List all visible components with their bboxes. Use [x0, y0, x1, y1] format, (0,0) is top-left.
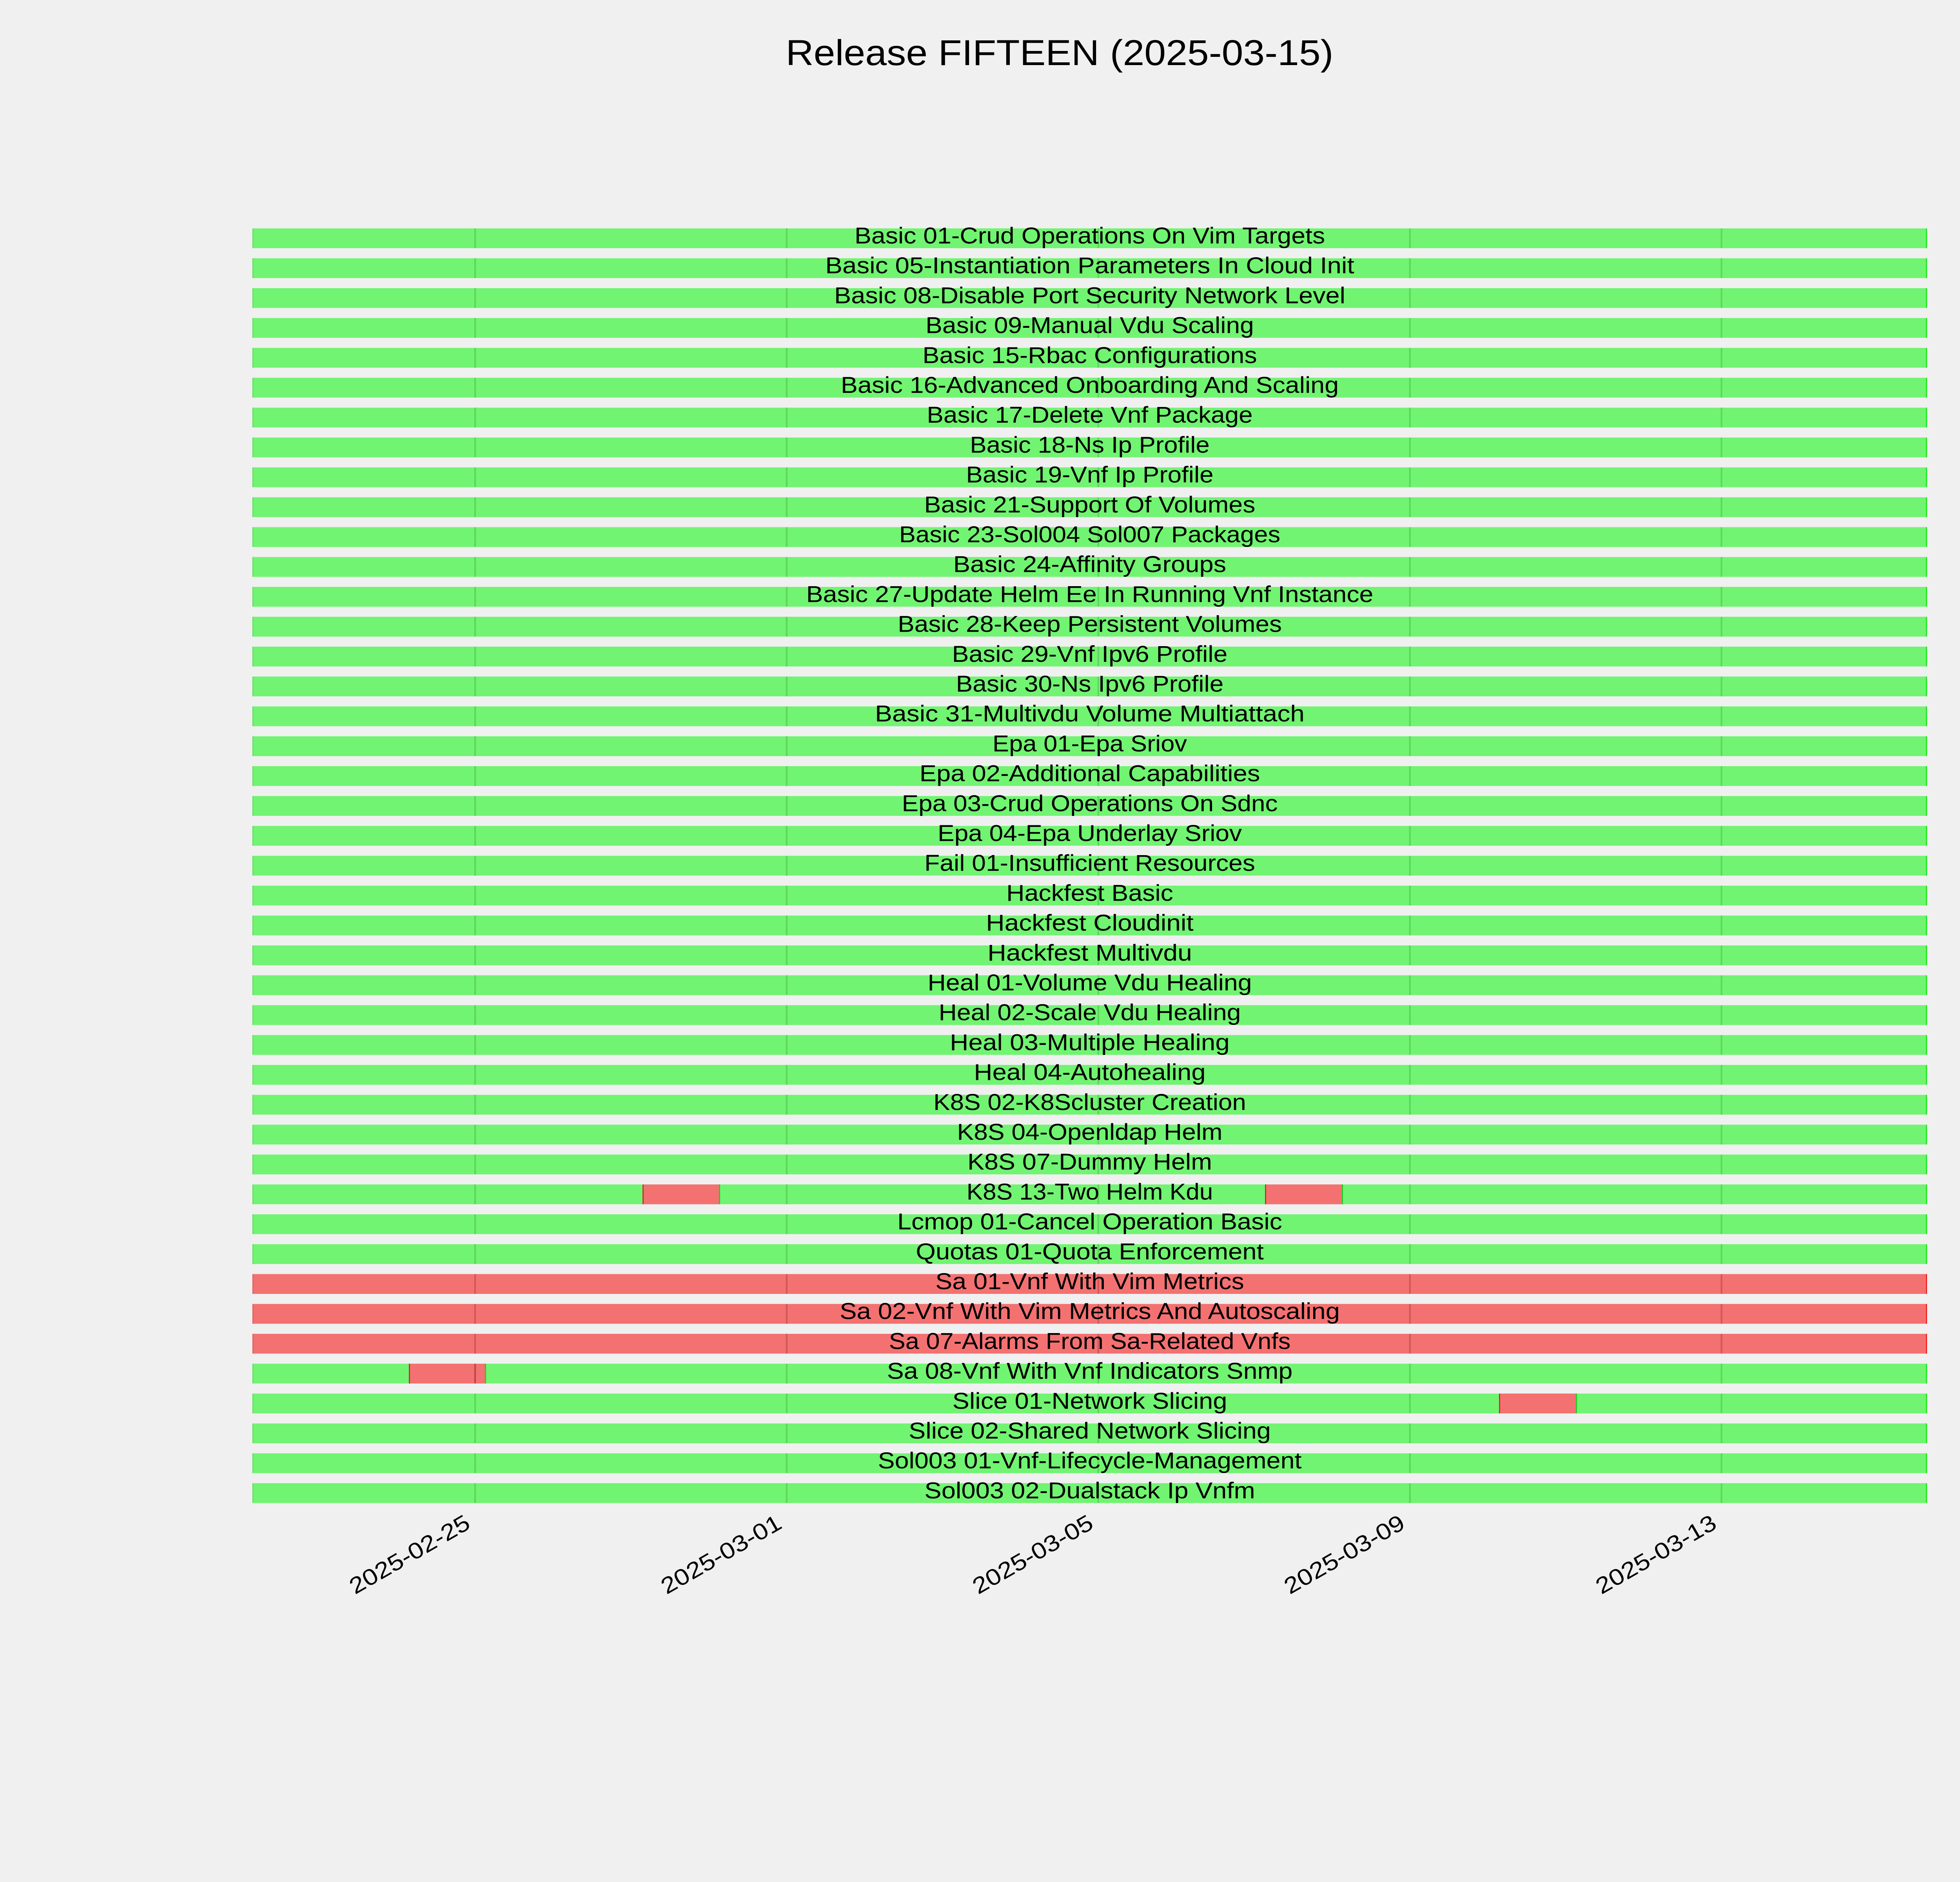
svg-text:Hackfest Multivdu: Hackfest Multivdu	[987, 940, 1192, 966]
svg-text:Quotas 01-Quota Enforcement: Quotas 01-Quota Enforcement	[916, 1239, 1264, 1264]
svg-text:Sa 01-Vnf With Vim Metrics: Sa 01-Vnf With Vim Metrics	[935, 1269, 1244, 1294]
svg-text:K8S 13-Two Helm Kdu: K8S 13-Two Helm Kdu	[967, 1179, 1213, 1204]
svg-text:Basic 08-Disable Port Security: Basic 08-Disable Port Security Network L…	[834, 283, 1345, 308]
svg-text:Basic 09-Manual Vdu Scaling: Basic 09-Manual Vdu Scaling	[926, 313, 1254, 338]
svg-text:K8S 04-Openldap Helm: K8S 04-Openldap Helm	[957, 1119, 1222, 1145]
svg-text:Heal 01-Volume Vdu Healing: Heal 01-Volume Vdu Healing	[927, 970, 1252, 995]
svg-text:Epa 03-Crud Operations On Sdnc: Epa 03-Crud Operations On Sdnc	[902, 791, 1278, 816]
svg-text:Basic 15-Rbac Configurations: Basic 15-Rbac Configurations	[922, 343, 1257, 368]
svg-text:Hackfest Basic: Hackfest Basic	[1006, 880, 1173, 906]
svg-text:Basic 23-Sol004 Sol007 Package: Basic 23-Sol004 Sol007 Packages	[899, 522, 1281, 547]
svg-text:Sol003 01-Vnf-Lifecycle-Manage: Sol003 01-Vnf-Lifecycle-Management	[878, 1448, 1302, 1473]
svg-text:Heal 02-Scale Vdu Healing: Heal 02-Scale Vdu Healing	[939, 1000, 1241, 1025]
svg-text:Release FIFTEEN (2025-03-15): Release FIFTEEN (2025-03-15)	[786, 33, 1334, 73]
svg-text:Basic 28-Keep Persistent Volum: Basic 28-Keep Persistent Volumes	[898, 612, 1282, 637]
svg-text:Slice 01-Network Slicing: Slice 01-Network Slicing	[953, 1388, 1227, 1414]
svg-text:Hackfest Cloudinit: Hackfest Cloudinit	[986, 910, 1194, 936]
svg-text:Basic 01-Crud Operations On Vi: Basic 01-Crud Operations On Vim Targets	[855, 223, 1325, 249]
svg-text:Basic 05-Instantiation Paramet: Basic 05-Instantiation Parameters In Clo…	[825, 253, 1354, 278]
svg-text:Basic 18-Ns Ip Profile: Basic 18-Ns Ip Profile	[970, 432, 1210, 458]
svg-text:Basic 27-Update Helm Ee In Run: Basic 27-Update Helm Ee In Running Vnf I…	[806, 581, 1374, 607]
svg-text:Basic 16-Advanced Onboarding A: Basic 16-Advanced Onboarding And Scaling	[841, 372, 1339, 398]
svg-text:Slice 02-Shared Network Slicin: Slice 02-Shared Network Slicing	[909, 1418, 1271, 1444]
svg-text:K8S 07-Dummy Helm: K8S 07-Dummy Helm	[967, 1149, 1212, 1175]
svg-text:Lcmop 01-Cancel Operation Basi: Lcmop 01-Cancel Operation Basic	[897, 1209, 1282, 1235]
svg-text:Sa 08-Vnf With Vnf Indicators: Sa 08-Vnf With Vnf Indicators Snmp	[887, 1359, 1293, 1384]
svg-text:Basic 31-Multivdu Volume Multi: Basic 31-Multivdu Volume Multiattach	[875, 701, 1305, 727]
svg-text:Sol003 02-Dualstack Ip Vnfm: Sol003 02-Dualstack Ip Vnfm	[924, 1478, 1255, 1503]
svg-text:Epa 01-Epa Sriov: Epa 01-Epa Sriov	[993, 731, 1187, 756]
svg-text:K8S 02-K8Scluster Creation: K8S 02-K8Scluster Creation	[933, 1090, 1246, 1115]
svg-text:Basic 21-Support Of Volumes: Basic 21-Support Of Volumes	[924, 492, 1256, 518]
svg-text:Basic 29-Vnf Ipv6 Profile: Basic 29-Vnf Ipv6 Profile	[952, 641, 1228, 667]
svg-text:Basic 24-Affinity Groups: Basic 24-Affinity Groups	[953, 552, 1226, 577]
svg-text:Sa 02-Vnf With Vim Metrics And: Sa 02-Vnf With Vim Metrics And Autoscali…	[840, 1299, 1340, 1324]
svg-text:Epa 02-Additional Capabilities: Epa 02-Additional Capabilities	[920, 761, 1260, 787]
svg-text:Heal 04-Autohealing: Heal 04-Autohealing	[974, 1060, 1205, 1085]
svg-text:Basic 19-Vnf Ip Profile: Basic 19-Vnf Ip Profile	[966, 462, 1213, 488]
svg-text:Basic 30-Ns Ipv6 Profile: Basic 30-Ns Ipv6 Profile	[956, 671, 1224, 697]
svg-text:Fail 01-Insufficient Resources: Fail 01-Insufficient Resources	[924, 850, 1255, 876]
svg-text:Sa 07-Alarms From Sa-Related V: Sa 07-Alarms From Sa-Related Vnfs	[889, 1328, 1291, 1354]
svg-text:Heal 03-Multiple Healing: Heal 03-Multiple Healing	[950, 1030, 1230, 1055]
svg-text:Basic 17-Delete Vnf Package: Basic 17-Delete Vnf Package	[927, 402, 1253, 428]
svg-text:Epa 04-Epa Underlay Sriov: Epa 04-Epa Underlay Sriov	[938, 821, 1242, 846]
